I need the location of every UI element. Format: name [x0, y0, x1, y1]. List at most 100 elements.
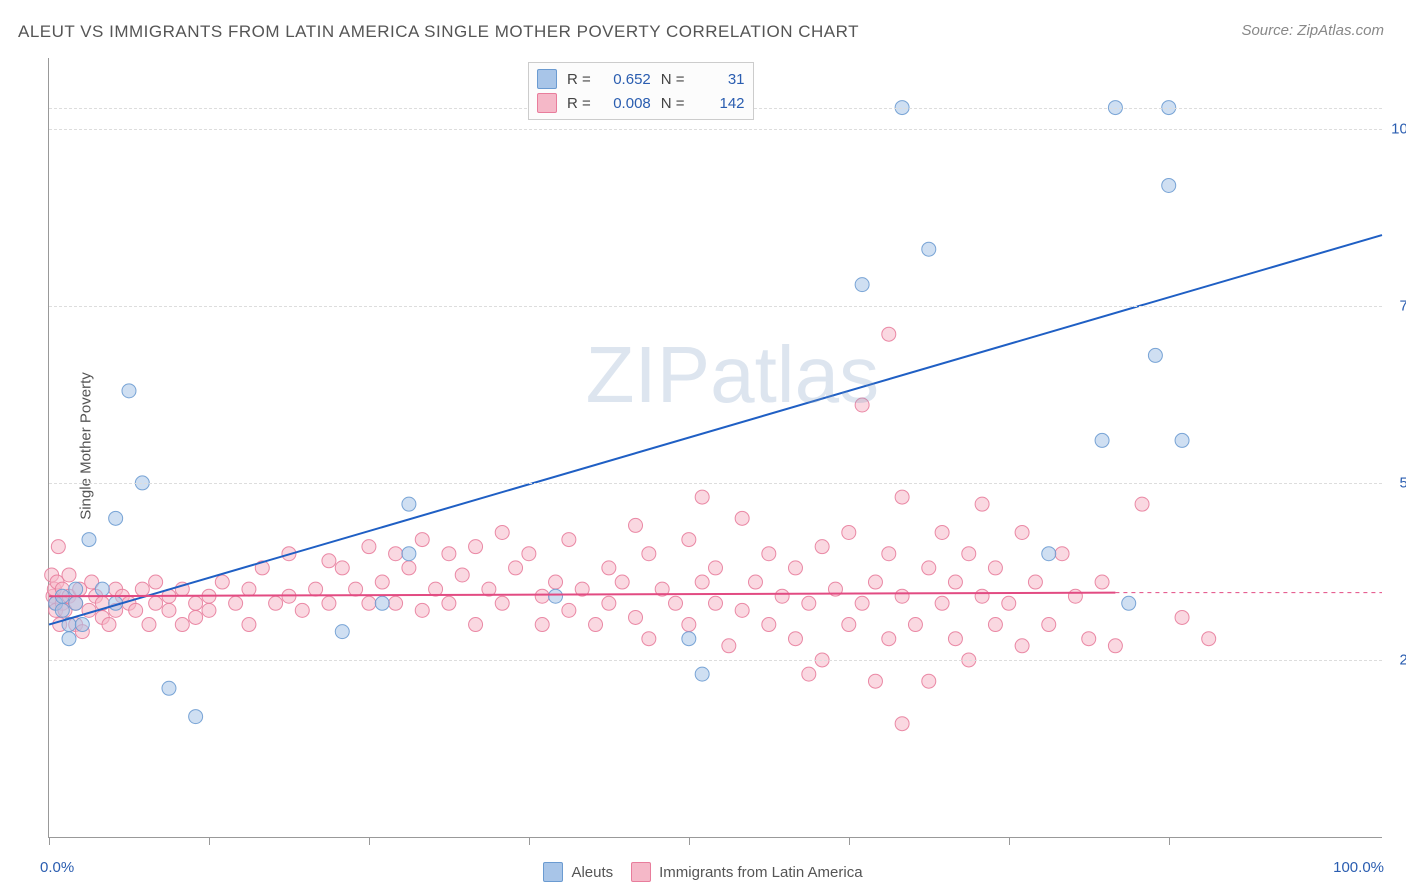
data-point — [469, 540, 483, 554]
data-point — [868, 575, 882, 589]
data-point — [335, 625, 349, 639]
data-point — [189, 610, 203, 624]
data-point — [495, 525, 509, 539]
data-point — [509, 561, 523, 575]
data-point — [1042, 618, 1056, 632]
data-point — [322, 554, 336, 568]
data-point — [402, 497, 416, 511]
data-point — [1042, 547, 1056, 561]
legend-row-aleuts: R = 0.652 N = 31 — [537, 67, 745, 91]
data-point — [1162, 178, 1176, 192]
data-point — [415, 533, 429, 547]
data-point — [1148, 348, 1162, 362]
data-point — [629, 518, 643, 532]
r-value-aleuts: 0.652 — [601, 71, 651, 88]
data-point — [549, 575, 563, 589]
data-point — [535, 618, 549, 632]
data-point — [815, 540, 829, 554]
data-point — [922, 242, 936, 256]
data-point — [55, 603, 69, 617]
data-point — [1002, 596, 1016, 610]
data-point — [788, 632, 802, 646]
data-point — [709, 596, 723, 610]
data-point — [549, 589, 563, 603]
data-point — [1082, 632, 1096, 646]
data-point — [962, 547, 976, 561]
data-point — [1135, 497, 1149, 511]
data-point — [922, 674, 936, 688]
data-point — [882, 327, 896, 341]
data-point — [455, 568, 469, 582]
data-point — [935, 596, 949, 610]
data-point — [215, 575, 229, 589]
data-point — [495, 596, 509, 610]
data-point — [1095, 433, 1109, 447]
data-point — [269, 596, 283, 610]
data-point — [1015, 639, 1029, 653]
y-tick-label: 75.0% — [1388, 297, 1406, 314]
data-point — [362, 596, 376, 610]
data-point — [335, 561, 349, 575]
n-label: N = — [661, 71, 685, 88]
n-label: N = — [661, 95, 685, 112]
x-tick — [849, 837, 850, 845]
swatch-aleuts-icon — [543, 862, 563, 882]
data-point — [129, 603, 143, 617]
legend-item-immigrants: Immigrants from Latin America — [631, 862, 862, 882]
data-point — [242, 618, 256, 632]
source-label: Source: ZipAtlas.com — [1241, 22, 1384, 39]
data-point — [242, 582, 256, 596]
data-point — [642, 632, 656, 646]
data-point — [469, 618, 483, 632]
n-value-aleuts: 31 — [695, 71, 745, 88]
data-point — [415, 603, 429, 617]
gridline — [49, 306, 1382, 307]
legend-label-aleuts: Aleuts — [571, 864, 613, 881]
data-point — [842, 525, 856, 539]
data-point — [75, 618, 89, 632]
data-point — [602, 596, 616, 610]
data-point — [175, 618, 189, 632]
data-point — [948, 632, 962, 646]
data-point — [109, 511, 123, 525]
data-point — [762, 618, 776, 632]
correlation-legend: R = 0.652 N = 31 R = 0.008 N = 142 — [528, 62, 754, 120]
swatch-immigrants-icon — [631, 862, 651, 882]
data-point — [1202, 632, 1216, 646]
swatch-immigrants-icon — [537, 93, 557, 113]
data-point — [948, 575, 962, 589]
x-tick — [49, 837, 50, 845]
data-point — [855, 398, 869, 412]
data-point — [1068, 589, 1082, 603]
data-point — [122, 384, 136, 398]
data-point — [882, 632, 896, 646]
r-label: R = — [567, 95, 591, 112]
legend-row-immigrants: R = 0.008 N = 142 — [537, 91, 745, 115]
data-point — [788, 561, 802, 575]
x-tick — [209, 837, 210, 845]
data-point — [1095, 575, 1109, 589]
data-point — [149, 596, 163, 610]
data-point — [602, 561, 616, 575]
data-point — [402, 561, 416, 575]
data-point — [1015, 525, 1029, 539]
data-point — [735, 603, 749, 617]
data-point — [309, 582, 323, 596]
data-point — [1122, 596, 1136, 610]
data-point — [695, 575, 709, 589]
data-point — [82, 533, 96, 547]
r-label: R = — [567, 71, 591, 88]
data-point — [895, 490, 909, 504]
data-point — [682, 533, 696, 547]
data-point — [375, 575, 389, 589]
data-point — [522, 547, 536, 561]
data-point — [988, 618, 1002, 632]
data-point — [895, 589, 909, 603]
data-point — [988, 561, 1002, 575]
data-point — [295, 603, 309, 617]
data-point — [95, 582, 109, 596]
x-tick — [1169, 837, 1170, 845]
data-point — [102, 618, 116, 632]
data-point — [189, 596, 203, 610]
data-point — [682, 632, 696, 646]
